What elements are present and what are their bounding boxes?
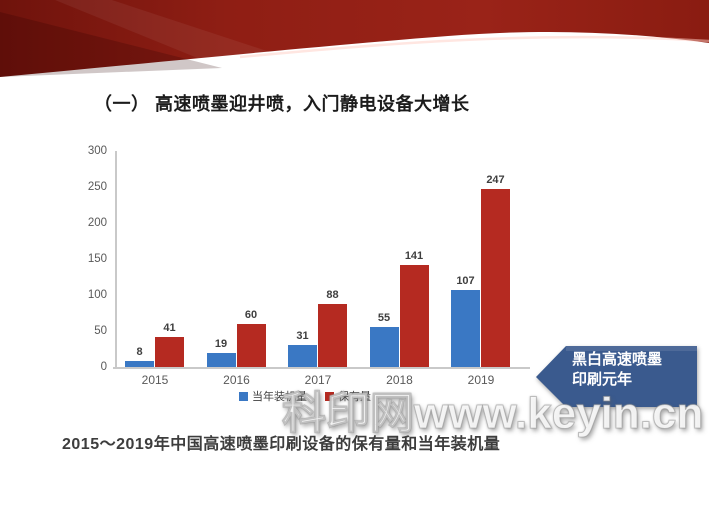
x-category-label: 2018 [386,373,413,387]
chart-caption: 2015～2019年中国高速喷墨印刷设备的保有量和当年装机量 [62,436,501,453]
legend-item-holdings: 保有量 [325,388,371,404]
y-axis-line [115,151,117,368]
header-ribbon-graphic [0,0,709,77]
legend-swatch-red [325,391,334,401]
bar-value-label: 107 [456,274,475,287]
y-tick-label: 300 [87,145,107,157]
x-axis-line [113,367,530,369]
x-category-label: 2016 [223,373,250,387]
legend-label-installed: 当年装机量 [252,391,307,403]
bar-holdings [399,265,429,367]
legend-swatch-blue [239,391,248,401]
bar-value-label: 88 [326,288,339,301]
legend-label-holdings: 保有量 [338,391,371,403]
x-category-label: 2019 [467,373,495,387]
callout-text: 黑白高速喷墨 印刷元年 [572,350,702,390]
bar-holdings [236,323,266,367]
bar-holdings [318,303,347,367]
callout-line-2: 印刷元年 [572,371,633,388]
bar-holdings [481,189,510,367]
bar-installed [206,353,236,367]
bar-installed [125,361,154,367]
chart: 当年装机量 保有量 0 50 100 150 200 250 300 8 41 2015 19 60 2… [85,140,565,410]
x-category-label: 2015 [141,373,169,387]
bar-value-label: 19 [214,338,228,351]
callout-arrow [536,346,697,407]
y-tick-label: 100 [87,289,107,301]
legend-item-installed: 当年装机量 [239,388,307,404]
x-category-label: 2017 [304,373,332,387]
bar-value-label: 141 [404,250,424,263]
slide-title: （一） 高速喷墨迎井喷，入门静电设备大增长 [94,94,470,114]
y-tick-label: 150 [87,253,107,265]
y-tick-label: 200 [87,217,107,229]
bar-value-label: 41 [163,322,176,335]
bar-installed [369,327,399,367]
bar-value-label: 31 [296,329,309,342]
bar-value-label: 8 [136,346,143,359]
chart-legend: 当年装机量 保有量 [85,388,525,404]
callout-line-1: 黑白高速喷墨 [572,351,663,368]
bar-value-label: 60 [244,308,258,321]
bar-installed [451,289,480,367]
y-tick-label: 250 [87,181,107,193]
y-tick-label: 50 [94,325,107,337]
bar-holdings [155,337,184,367]
y-tick-label: 0 [100,361,107,373]
bar-installed [288,344,317,367]
bar-value-label: 55 [377,312,391,325]
bar-value-label: 247 [486,174,505,187]
